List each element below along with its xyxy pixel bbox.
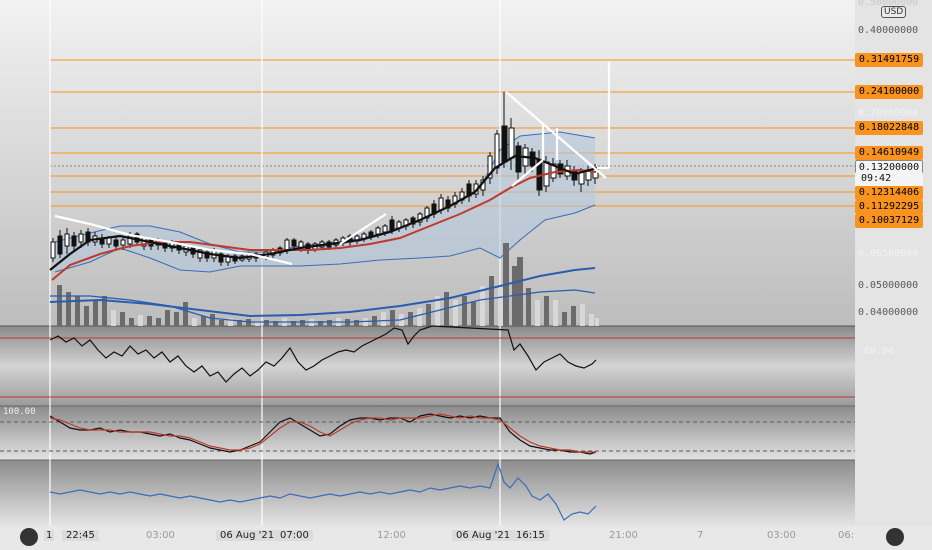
trendline-mid <box>339 213 387 245</box>
time-label: 22:45 <box>62 530 99 541</box>
price-label: 0.20000000 <box>858 108 919 119</box>
price-label: 0.04000000 <box>858 307 919 318</box>
time-label: 7 <box>697 530 704 541</box>
time-label: 06: <box>838 530 855 541</box>
currency-button[interactable]: USD <box>881 6 907 18</box>
level-price-tag[interactable]: 0.11292295 <box>855 200 923 214</box>
price-label: 0.50000000 <box>858 0 919 8</box>
level-price-tag[interactable]: 0.31491759 <box>855 53 923 67</box>
obv-pane[interactable] <box>0 460 855 526</box>
trend-drawings[interactable] <box>54 62 611 266</box>
bollinger-band-fill <box>55 132 595 272</box>
horizontal-levels[interactable] <box>50 59 855 207</box>
time-label: 06 Aug '21 <box>452 530 515 541</box>
rsi-pane[interactable] <box>0 326 855 406</box>
time-label: 12:00 <box>377 530 406 541</box>
price-pane[interactable] <box>0 0 855 326</box>
price-label: 0.05000000 <box>858 280 919 291</box>
time-label: 16:15 <box>512 530 549 541</box>
time-label: 1 <box>44 530 55 541</box>
scroll-right-icon[interactable] <box>886 528 904 546</box>
level-price-tag[interactable]: 0.10037129 <box>855 214 923 228</box>
candle-countdown: 09:42 <box>855 172 923 186</box>
long-ma-blue-2 <box>50 289 596 323</box>
price-label: 0.40000000 <box>858 25 919 36</box>
level-price-tag[interactable]: 0.14610949 <box>855 146 923 160</box>
price-label: 0.06500000 <box>858 248 919 259</box>
level-price-tag[interactable]: 0.24100000 <box>855 85 923 99</box>
trendline-left <box>54 214 293 266</box>
ma-red <box>51 168 597 281</box>
level-price-tag[interactable]: 0.18022848 <box>855 121 923 135</box>
price-axis[interactable] <box>855 0 932 526</box>
trendline-drop <box>511 159 544 187</box>
time-label: 06 Aug '21 <box>216 530 279 541</box>
obv-line <box>49 462 597 521</box>
rsi-level-label: 60.00 <box>864 346 895 357</box>
time-label: 03:00 <box>767 530 796 541</box>
bollinger-lower <box>54 204 596 273</box>
long-ma-blue <box>49 267 596 318</box>
level-price-tag[interactable]: 0.12314406 <box>855 186 923 200</box>
time-label: 21:00 <box>609 530 638 541</box>
time-label: 03:00 <box>146 530 175 541</box>
rsi-line <box>49 325 597 383</box>
scroll-left-icon[interactable] <box>20 528 38 546</box>
stoch-d <box>49 413 596 453</box>
stoch-top-label: 100.00 <box>3 407 36 417</box>
time-label: 07:00 <box>276 530 313 541</box>
